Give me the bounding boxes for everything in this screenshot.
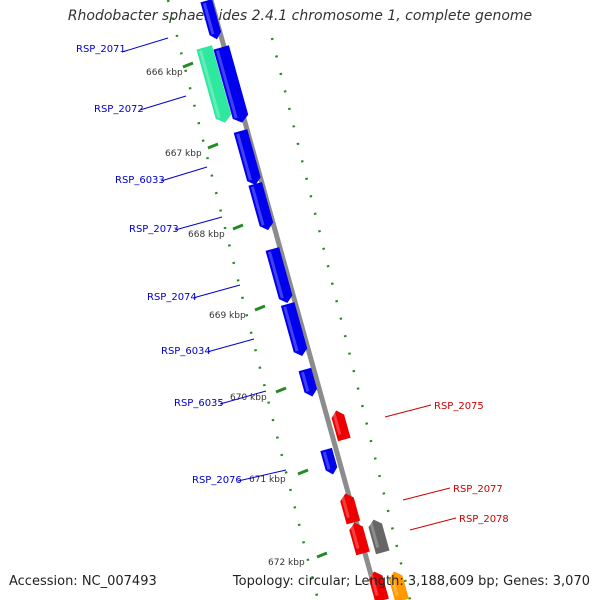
- gene-rsp-2078: [368, 519, 390, 555]
- gene-rsp-2071: [200, 0, 222, 40]
- kbp-label-5: 671 kbp: [249, 475, 286, 485]
- gene-rsp-6033-highlight: [236, 133, 252, 181]
- leader-forward-7: [237, 469, 287, 482]
- gene-rsp-2080-shape: [388, 571, 409, 600]
- gene-label-forward-0[interactable]: RSP_2071: [76, 44, 126, 55]
- gene-label-reverse-1[interactable]: RSP_2077: [453, 484, 503, 495]
- gene-label-reverse-0[interactable]: RSP_2075: [434, 401, 484, 412]
- gene-rsp-2072-highlight: [215, 50, 238, 119]
- topology-text: Topology: circular; Length: 3,188,609 bp…: [232, 574, 590, 589]
- gene-rsp-2077b: [349, 522, 370, 556]
- gene-rsp-2071-rrna: [196, 45, 232, 123]
- gene-label-forward-6[interactable]: RSP_6035: [174, 398, 224, 409]
- gene-rsp-2077b-shape: [349, 522, 370, 556]
- leader-forward-2: [160, 166, 208, 182]
- leader-forward-1: [139, 95, 187, 111]
- leader-reverse-1: [402, 487, 451, 501]
- gene-rsp-2079-highlight: [369, 574, 379, 597]
- kbp-label-1: 667 kbp: [165, 149, 202, 159]
- gene-rsp-2071-shape: [200, 0, 222, 40]
- gene-rsp-2079: [368, 571, 389, 600]
- gene-rsp-6035-shape: [298, 367, 318, 397]
- kbp-tick-4: [275, 386, 287, 394]
- kbp-label-4: 670 kbp: [230, 393, 267, 403]
- gene-rsp-2080: [388, 571, 409, 600]
- gene-rsp-2076: [320, 447, 338, 475]
- gene-rsp-2076-highlight: [322, 451, 331, 470]
- gene-rsp-2074-highlight: [268, 251, 284, 299]
- gene-label-forward-7[interactable]: RSP_2076: [192, 475, 242, 486]
- gene-rsp-6035-highlight: [301, 371, 310, 392]
- gene-rsp-2077b-highlight: [350, 525, 360, 549]
- gc-content-track-right: [270, 37, 412, 600]
- kbp-tick-6: [316, 551, 328, 559]
- kbp-tick-2: [232, 223, 244, 231]
- gene-rsp-6034: [280, 302, 308, 357]
- gene-rsp-2073-highlight: [250, 186, 265, 226]
- kbp-tick-5: [297, 468, 309, 476]
- gene-rsp-2075: [331, 410, 351, 442]
- gene-rsp-2078-highlight: [369, 522, 380, 548]
- gene-label-forward-5[interactable]: RSP_6034: [161, 346, 211, 357]
- gene-rsp-2079-shape: [368, 571, 389, 600]
- kbp-tick-0: [182, 61, 194, 69]
- kbp-label-0: 666 kbp: [146, 68, 183, 78]
- leader-forward-0: [121, 37, 169, 53]
- gene-rsp-2074: [265, 247, 293, 303]
- gene-rsp-2078-shape: [368, 519, 390, 555]
- gene-rsp-2077: [340, 493, 361, 525]
- gene-rsp-2071-rrna-highlight: [198, 50, 221, 119]
- gene-rsp-2077-shape: [340, 493, 361, 525]
- gene-rsp-2074-shape: [265, 247, 293, 303]
- gene-rsp-2071-rrna-shape: [196, 45, 232, 123]
- leader-forward-3: [174, 216, 223, 231]
- gene-rsp-2071-highlight: [202, 2, 215, 35]
- accession-text: Accession: NC_007493: [9, 574, 157, 589]
- gene-rsp-6035: [298, 367, 318, 397]
- gene-rsp-2075-shape: [331, 410, 351, 442]
- gene-rsp-6034-highlight: [283, 306, 299, 352]
- gene-rsp-6034-shape: [280, 302, 308, 357]
- gene-rsp-2073-shape: [248, 182, 274, 231]
- gene-rsp-2076-shape: [320, 447, 338, 475]
- leader-forward-4: [192, 284, 241, 299]
- kbp-label-6: 672 kbp: [268, 558, 305, 568]
- leader-forward-5: [206, 338, 255, 353]
- gene-label-forward-2[interactable]: RSP_6033: [115, 175, 165, 186]
- gene-rsp-6033: [233, 129, 261, 185]
- gene-rsp-2077-highlight: [341, 496, 350, 519]
- leader-reverse-0: [384, 404, 432, 418]
- gene-label-forward-3[interactable]: RSP_2073: [129, 224, 179, 235]
- gene-rsp-2075-highlight: [332, 412, 342, 435]
- leader-reverse-2: [409, 517, 457, 531]
- gene-rsp-2073: [248, 182, 274, 231]
- kbp-tick-1: [207, 142, 219, 150]
- leader-forward-6: [219, 390, 267, 405]
- gene-rsp-2072: [213, 45, 249, 123]
- kbp-tick-3: [254, 304, 266, 312]
- gene-rsp-6033-shape: [233, 129, 261, 185]
- gene-label-forward-1[interactable]: RSP_2072: [94, 104, 144, 115]
- kbp-label-3: 669 kbp: [209, 311, 246, 321]
- map-title: Rhodobacter sphaeroides 2.4.1 chromosome…: [67, 8, 533, 24]
- gene-rsp-2072-shape: [213, 45, 249, 123]
- gene-label-reverse-2[interactable]: RSP_2078: [459, 514, 509, 525]
- gene-rsp-2080-highlight: [389, 574, 399, 597]
- gene-label-forward-4[interactable]: RSP_2074: [147, 292, 197, 303]
- kbp-label-2: 668 kbp: [188, 230, 225, 240]
